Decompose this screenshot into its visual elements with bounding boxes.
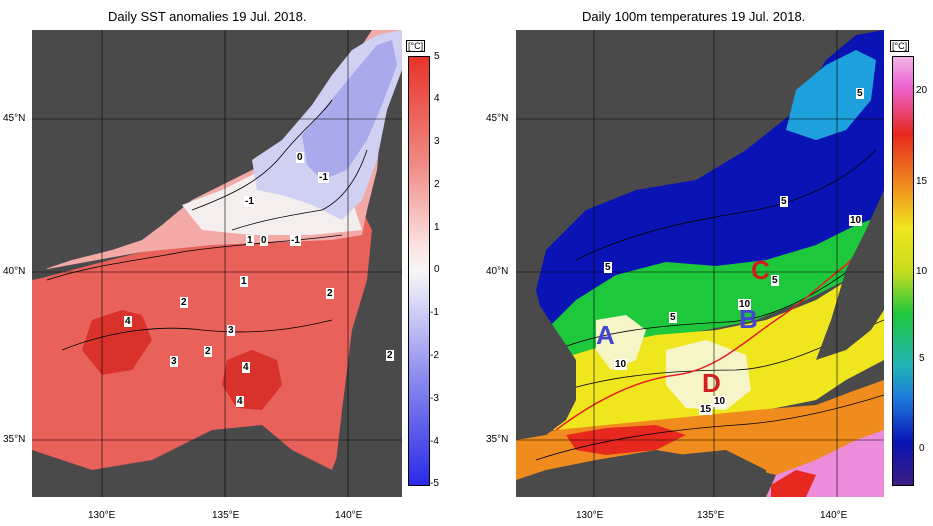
left-contour-label: 2: [386, 350, 394, 361]
sea-hot-core-west: [82, 310, 152, 375]
lon-label-140e: 140°E: [820, 510, 848, 521]
temperature-colorbar: [892, 56, 914, 486]
right-contour-label: 5: [669, 312, 677, 323]
right-colorbar-tick: 0: [919, 443, 925, 454]
right-colorbar-unit: [°C]: [890, 40, 910, 52]
left-colorbar-tick: 2: [434, 179, 440, 190]
right-contour-label: 10: [738, 299, 752, 310]
left-contour-label: 4: [242, 362, 250, 373]
sea-cold-core: [302, 40, 397, 180]
left-contour-label: 1: [240, 276, 248, 287]
lon-label-135e: 135°E: [212, 510, 240, 521]
right-panel-title: Daily 100m temperatures 19 Jul. 2018.: [582, 9, 806, 24]
land-honshu-south: [32, 425, 332, 497]
land-korea: [516, 225, 576, 440]
land-korea: [32, 250, 62, 280]
lat-label-40n: 40°N: [486, 266, 509, 277]
left-colorbar-tick: -3: [430, 393, 439, 404]
left-colorbar-tick: -1: [430, 307, 439, 318]
left-contour-label: 1: [246, 235, 254, 246]
point-label-c: C: [751, 255, 770, 285]
sea-blue-mid: [786, 50, 876, 140]
left-contour-label: 2: [180, 297, 188, 308]
temperature-100m-map: [516, 30, 884, 497]
land-japan-north: [816, 190, 884, 360]
sea-hot-core-south: [222, 350, 282, 410]
front-line: [555, 214, 884, 431]
left-panel-title: Daily SST anomalies 19 Jul. 2018.: [108, 9, 307, 24]
left-colorbar-tick: 5: [434, 51, 440, 62]
left-contour-label: -1: [290, 235, 301, 246]
lon-label-140e: 140°E: [335, 510, 363, 521]
right-contour-label: 5: [604, 262, 612, 273]
right-colorbar-tick: 10: [916, 266, 928, 277]
land-honshu-south: [556, 450, 766, 497]
left-contour-label: 2: [204, 346, 212, 357]
point-label-b: B: [739, 304, 758, 334]
left-colorbar-unit: [°C]: [406, 40, 426, 52]
left-contour-label: -1: [318, 172, 329, 183]
lat-label-45n: 45°N: [3, 113, 26, 124]
right-colorbar-tick: 15: [916, 176, 928, 187]
right-contour-label: 5: [856, 88, 864, 99]
right-contour-label: 10: [849, 215, 863, 226]
lat-label-40n: 40°N: [3, 266, 26, 277]
sea-light-core-a: [596, 315, 646, 370]
lat-label-45n: 45°N: [486, 113, 509, 124]
left-contour-label: 0: [260, 235, 268, 246]
left-contour-label: 2: [326, 288, 334, 299]
right-contour-label: 10: [614, 359, 628, 370]
left-contour-label: 3: [170, 356, 178, 367]
left-colorbar-tick: -4: [430, 436, 439, 447]
lon-label-130e: 130°E: [88, 510, 116, 521]
sea-warm-south: [32, 210, 372, 497]
left-colorbar-tick: 3: [434, 136, 440, 147]
point-label-a: A: [596, 320, 615, 350]
right-colorbar-tick: 5: [919, 353, 925, 364]
sea-orange-south: [516, 380, 884, 480]
lat-label-35n: 35°N: [486, 434, 509, 445]
sea-hot-se-red: [771, 470, 816, 497]
land-asia-west: [516, 30, 826, 235]
right-contour-label: 10: [713, 396, 727, 407]
right-contour-label: 5: [780, 196, 788, 207]
lon-label-130e: 130°E: [576, 510, 604, 521]
left-colorbar-tick: 4: [434, 93, 440, 104]
right-contour-label: 5: [771, 275, 779, 286]
left-colorbar-tick: 0: [434, 264, 440, 275]
left-colorbar-tick: -5: [430, 478, 439, 489]
lon-label-135e: 135°E: [697, 510, 725, 521]
left-contour-label: 3: [227, 325, 235, 336]
land-japan: [312, 170, 402, 497]
left-colorbar-tick: -2: [430, 350, 439, 361]
left-contour-label: 0: [296, 152, 304, 163]
right-colorbar-tick: 20: [916, 85, 928, 96]
sst-anomaly-map: [32, 30, 402, 497]
left-contour-label: 4: [124, 316, 132, 327]
left-contour-label: -1: [244, 196, 255, 207]
sst-anomaly-colorbar: [408, 56, 430, 486]
point-label-d: D: [702, 368, 721, 398]
land-asia-west: [32, 30, 297, 255]
sea-light-core-d: [666, 340, 751, 410]
right-contour-label: 15: [699, 404, 713, 415]
left-colorbar-tick: 1: [434, 222, 440, 233]
left-contour-label: 4: [236, 396, 244, 407]
lat-label-35n: 35°N: [3, 434, 26, 445]
